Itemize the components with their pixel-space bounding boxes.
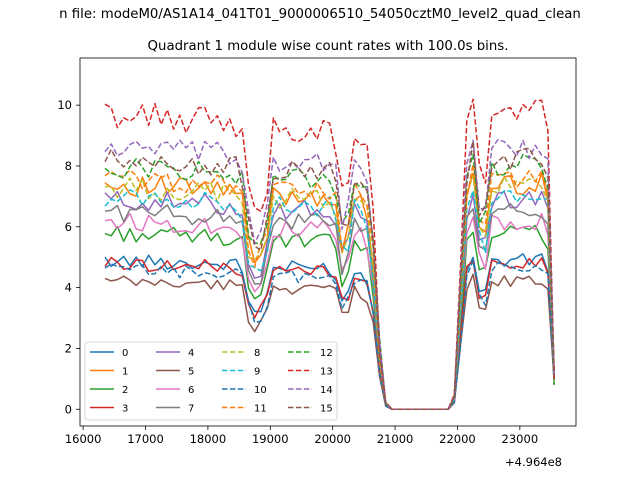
legend-label-5: 5 [188, 367, 194, 378]
series-line-8 [104, 175, 555, 411]
legend-label-3: 3 [122, 404, 128, 415]
legend-label-11: 11 [254, 404, 267, 415]
legend-label-14: 14 [320, 385, 333, 396]
x-axis: 16000 17000 18000 19000 20000 21000 22000 23000 [65, 426, 538, 446]
series-line-15 [104, 140, 555, 411]
legend-label-10: 10 [254, 385, 267, 396]
y-tick-label: 8 [65, 159, 72, 173]
series-line-7 [104, 203, 555, 411]
axes-frame [79, 57, 577, 427]
x-tick-label: 20000 [314, 432, 351, 446]
legend-label-2: 2 [122, 385, 128, 396]
series-line-4 [104, 190, 555, 411]
y-tick-label: 6 [65, 220, 72, 234]
x-offset-label: +4.964e8 [505, 455, 562, 469]
series-line-12 [104, 153, 555, 411]
series-line-2 [104, 224, 555, 411]
x-tick-label: 17000 [127, 432, 164, 446]
legend-label-12: 12 [320, 348, 333, 359]
x-tick-label: 21000 [377, 432, 414, 446]
series-line-6 [104, 212, 555, 411]
y-tick-label: 4 [65, 281, 72, 295]
legend-label-1: 1 [122, 367, 128, 378]
legend-box [84, 341, 338, 421]
series-line-9 [104, 189, 555, 411]
y-tick-label: 0 [65, 402, 72, 416]
legend-label-9: 9 [254, 367, 260, 378]
series-line-5 [104, 273, 555, 411]
legend-label-6: 6 [188, 385, 194, 396]
series-line-13 [104, 98, 555, 411]
legend-label-4: 4 [188, 348, 194, 359]
legend-label-13: 13 [320, 367, 333, 378]
chart-title: Quadrant 1 module wise count rates with … [148, 39, 509, 54]
y-tick-label: 10 [57, 98, 72, 112]
legend-label-0: 0 [122, 348, 128, 359]
series-line-10 [104, 260, 555, 411]
x-tick-label: 22000 [439, 432, 476, 446]
legend-label-7: 7 [188, 404, 194, 415]
legend-label-8: 8 [254, 348, 260, 359]
x-tick-label: 23000 [502, 432, 539, 446]
y-axis: 0 2 4 6 8 10 [57, 98, 80, 416]
x-tick-label: 18000 [190, 432, 227, 446]
legend-label-15: 15 [320, 404, 333, 415]
series-lines [104, 98, 555, 411]
x-tick-label: 19000 [252, 432, 289, 446]
x-tick-label: 16000 [65, 432, 102, 446]
figure-suptitle: n file: modeM0/AS1A14_041T01_9000006510_… [59, 7, 581, 22]
y-tick-label: 2 [65, 341, 72, 355]
